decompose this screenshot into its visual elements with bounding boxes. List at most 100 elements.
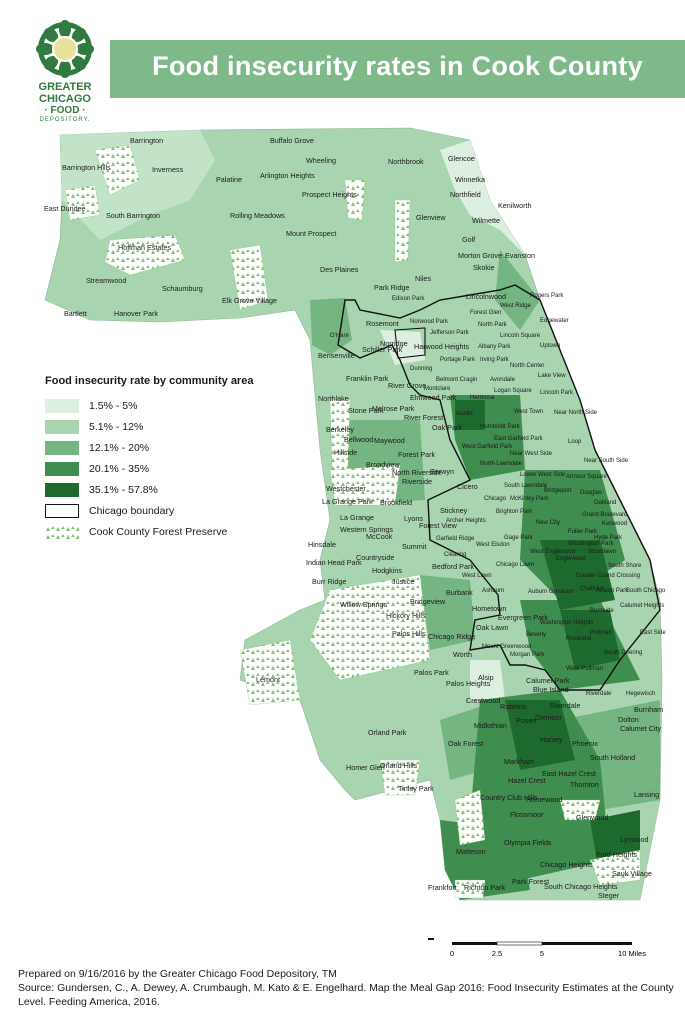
map-label: Riverdale [586, 691, 612, 697]
chicago-community-labels: Rogers Park West Ridge Edgewater Edison … [330, 293, 666, 697]
map-label: Skokie [473, 263, 495, 272]
map-label: Robbins [500, 702, 527, 711]
map-label: Lincoln Park [540, 390, 574, 396]
map-label: Streamwood [86, 276, 126, 285]
map-label: Burbank [446, 588, 473, 597]
map-label: Clearing [444, 552, 466, 558]
map-label: Harvey [540, 735, 563, 744]
map-label: Chicago Lawn [496, 562, 534, 568]
map-label: West Pullman [566, 666, 603, 672]
map-label: Northbrook [388, 157, 424, 166]
logo-line-1: GREATER [38, 81, 92, 93]
map-label: Washington Park [568, 541, 614, 547]
map-label: Westchester [326, 484, 366, 493]
chicago-boundary [337, 284, 661, 691]
map-label: West Garfield Park [462, 444, 513, 450]
map-label: Melrose Park [372, 404, 415, 413]
source-note: Source: Gundersen, C., A. Dewey, A. Crum… [18, 982, 674, 1008]
map-label: Forest Park [398, 450, 436, 459]
legend-label: 35.1% - 57.8% [89, 483, 158, 496]
map-label: Kenilworth [498, 201, 532, 210]
map-label: Countryside [356, 553, 394, 562]
map-label: Loop [568, 439, 582, 445]
map-label: Justice [392, 577, 414, 586]
map-label: Chatham [580, 586, 604, 592]
map-label: Maywood [374, 436, 405, 445]
legend-swatch-1 [45, 398, 79, 413]
map-label: Hinsdale [308, 540, 336, 549]
map-label: Olympia Fields [504, 838, 552, 847]
map-label: Lansing [634, 790, 659, 799]
map-label: Ashburn [482, 588, 504, 594]
map-label: Hermosa [470, 395, 495, 401]
map-label: Orland Hills [380, 761, 418, 770]
legend-swatch-3 [45, 440, 79, 455]
map-label: Oakland [594, 500, 616, 506]
map-label: Brighton Park [496, 509, 533, 515]
map-label: Inverness [152, 165, 184, 174]
map-label: Glenview [416, 213, 446, 222]
darkest-area [540, 540, 615, 610]
map-label: Arlington Heights [260, 171, 315, 180]
map-label: Brookfield [380, 498, 412, 507]
map-label: West Englewood [530, 549, 575, 555]
map-legend: Food insecurity rate by community area 1… [45, 375, 285, 542]
map-label: South Chicago Heights [544, 882, 618, 891]
map-label: North Riverside [392, 468, 442, 477]
map-label: Washington Heights [540, 620, 593, 626]
map-label: Glencoe [448, 154, 475, 163]
map-label: Broadview [366, 460, 400, 469]
map-label: Dunning [410, 366, 432, 372]
map-label: Barrington [130, 136, 163, 145]
forest-preserves [64, 144, 641, 899]
map-label: Lower West Side [520, 472, 566, 478]
map-label: Austin [456, 411, 473, 417]
map-label: Lynwood [620, 835, 649, 844]
legend-item: 35.1% - 57.8% [45, 479, 285, 500]
map-label: Buffalo Grove [270, 136, 314, 145]
map-label: Riverdale [550, 701, 580, 710]
map-label: Sauk Village [612, 869, 652, 878]
forest-preserve-icon [45, 524, 79, 539]
map-label: Western Springs [340, 525, 393, 534]
legend-item: 12.1% - 20% [45, 437, 285, 458]
map-label: Palos Hills [392, 629, 426, 638]
map-label: Park Forest [512, 877, 549, 886]
prepared-note: Prepared on 9/16/2016 by the Greater Chi… [18, 968, 337, 980]
legend-label: Chicago boundary [89, 504, 175, 517]
map-label: South Holland [590, 753, 635, 762]
map-label: O'Hare [330, 333, 349, 339]
map-label: Homer Glen [346, 763, 385, 772]
map-label: Bedford Park [432, 562, 474, 571]
map-label: Oak Lawn [476, 623, 508, 632]
map-label: La Grange Park [322, 497, 373, 506]
map-label: Lyons [404, 514, 423, 523]
map-label: Englewood [556, 556, 586, 562]
darkest-area [455, 400, 485, 430]
map-label: South Deering [604, 650, 642, 656]
map-label: Evergreen Park [498, 613, 548, 622]
map-label: Park Ridge [374, 283, 410, 292]
map-label: Ford Heights [596, 850, 638, 859]
map-label: Near North Side [554, 410, 598, 416]
footer: Prepared on 9/16/2016 by the Greater Chi… [18, 967, 678, 1009]
map-label: Dixmoor [535, 713, 562, 722]
legend-label: 5.1% - 12% [89, 420, 144, 433]
map-label: Bartlett [64, 309, 87, 318]
legend-swatch-5 [45, 482, 79, 497]
legend-label: 12.1% - 20% [89, 441, 150, 454]
map-label: Palos Heights [446, 679, 491, 688]
map-label: Elmwood Park [410, 393, 457, 402]
map-label: Golf [462, 235, 475, 244]
map-label: South Barrington [106, 211, 160, 220]
map-label: Stone Park [348, 406, 384, 415]
map-label: Hanover Park [114, 309, 158, 318]
cook-county-map: Barrington Buffalo Grove Wheeling Northb… [44, 127, 666, 901]
map-label: Uptown [540, 343, 560, 349]
scale-tick: 5 [540, 949, 544, 958]
map-label: Norridge [380, 339, 408, 348]
map-label: Rogers Park [530, 293, 564, 299]
map-label: North Lawndale [480, 461, 523, 467]
map-label: Near West Side [510, 451, 553, 457]
map-label: Homewood [526, 795, 562, 804]
